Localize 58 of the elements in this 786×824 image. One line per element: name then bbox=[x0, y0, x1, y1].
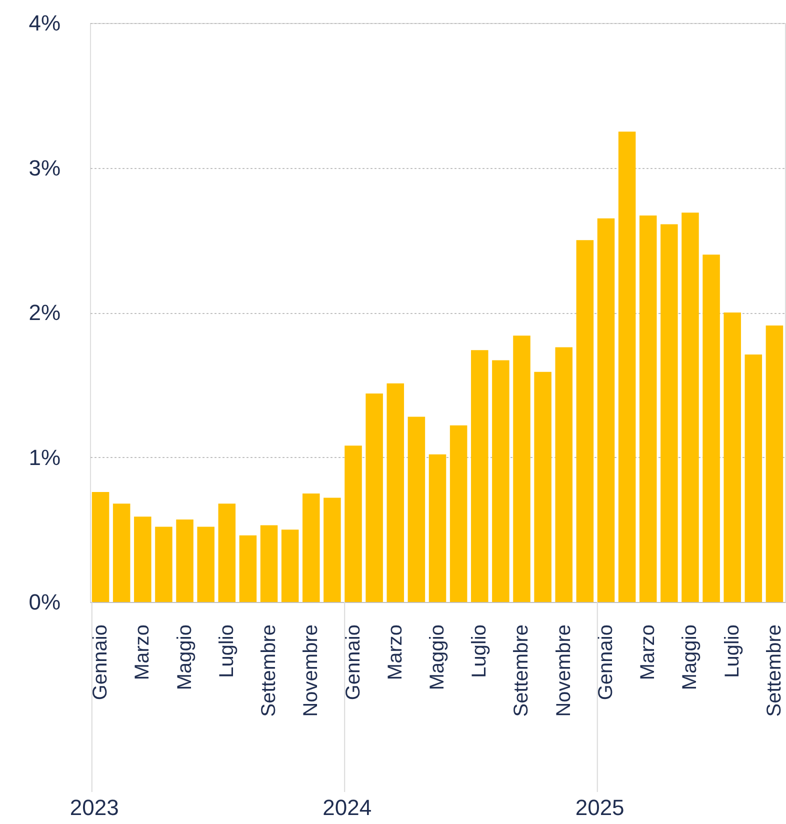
bar bbox=[597, 218, 615, 602]
x-tick-label: Novembre bbox=[552, 624, 575, 717]
bar bbox=[112, 504, 130, 602]
bar bbox=[766, 326, 784, 602]
bar bbox=[450, 425, 468, 602]
bar bbox=[366, 394, 383, 602]
x-tick-label: Maggio bbox=[426, 624, 448, 690]
bar bbox=[682, 212, 699, 602]
y-tick-label: 3% bbox=[28, 155, 60, 180]
bar bbox=[281, 530, 299, 602]
bar bbox=[702, 254, 720, 602]
x-tick-label: Maggio bbox=[679, 624, 702, 690]
text: 2024 bbox=[322, 795, 372, 820]
x-tick-label: Settembre bbox=[763, 624, 786, 717]
bar bbox=[176, 519, 194, 602]
bar bbox=[155, 526, 172, 602]
bar bbox=[386, 383, 404, 602]
x-tick-label: Settembre bbox=[510, 624, 533, 717]
x-tick-label: Novembre bbox=[300, 624, 322, 717]
bar bbox=[470, 350, 488, 602]
x-tick-label: Gennaio bbox=[342, 624, 364, 700]
x-tick-label: Maggio bbox=[174, 624, 196, 690]
bar bbox=[134, 516, 152, 602]
y-tick-label: 0% bbox=[28, 590, 60, 614]
bar bbox=[724, 312, 741, 602]
text: 2025 bbox=[575, 795, 624, 820]
bar bbox=[576, 240, 594, 602]
x-tick-label: Settembre bbox=[258, 624, 280, 717]
bar bbox=[639, 216, 657, 602]
x-tick-label: Gennaio bbox=[90, 624, 112, 700]
x-tick-label: Gennaio bbox=[594, 624, 617, 700]
y-tick-label: 2% bbox=[28, 300, 60, 325]
bar bbox=[744, 354, 762, 602]
y-tick-label: 1% bbox=[28, 444, 60, 470]
bar bbox=[197, 526, 214, 602]
bar bbox=[555, 347, 572, 602]
bar bbox=[428, 454, 446, 602]
bar bbox=[260, 525, 278, 602]
x-tick-label: Luglio bbox=[216, 624, 238, 678]
bar bbox=[302, 493, 320, 602]
bar bbox=[324, 498, 341, 602]
bar bbox=[513, 336, 530, 602]
x-tick-label: Luglio bbox=[721, 624, 744, 678]
bar bbox=[618, 132, 636, 602]
x-tick-label: Marzo bbox=[132, 624, 154, 680]
x-tick-label: Luglio bbox=[468, 624, 491, 678]
bar bbox=[660, 224, 678, 602]
bar bbox=[92, 492, 110, 602]
bar bbox=[344, 446, 362, 602]
x-tick-label: Marzo bbox=[384, 624, 406, 680]
bar bbox=[239, 535, 257, 602]
bar bbox=[408, 416, 426, 602]
bar bbox=[534, 372, 552, 602]
y-tick-label: 4% bbox=[28, 10, 60, 36]
text: 2023 bbox=[70, 795, 119, 820]
x-tick-label: Marzo bbox=[637, 624, 660, 680]
bar bbox=[492, 360, 510, 602]
bar bbox=[218, 504, 236, 602]
